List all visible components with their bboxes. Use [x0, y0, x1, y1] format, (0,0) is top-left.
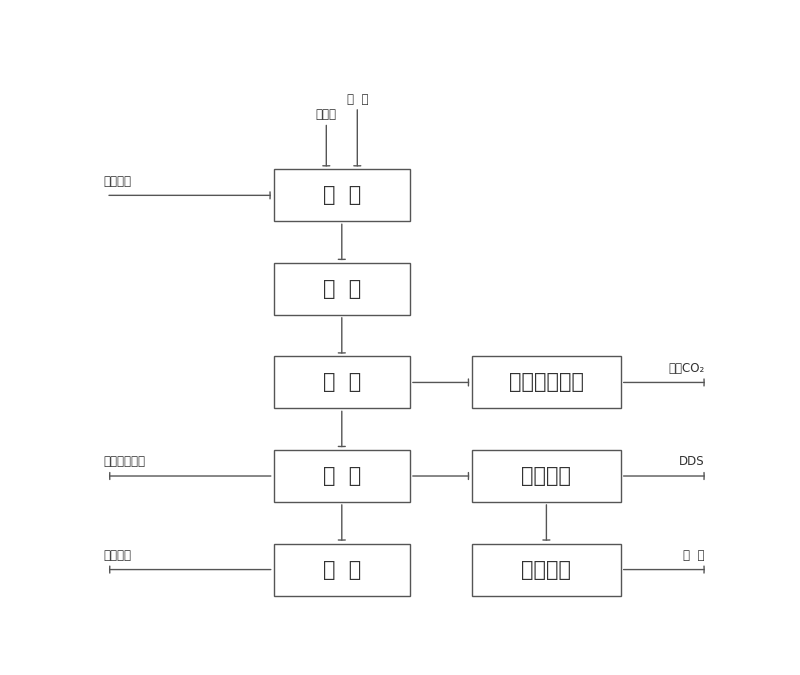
Text: 酒糟回收: 酒糟回收	[522, 466, 571, 486]
Text: 废水处理: 废水处理	[522, 560, 571, 580]
Bar	[274, 356, 410, 408]
Bar	[274, 169, 410, 221]
Bar	[274, 543, 410, 595]
Bar	[472, 450, 621, 502]
Text: 液化酶: 液化酶	[316, 108, 337, 122]
Text: 蒸  馏: 蒸 馏	[322, 466, 361, 486]
Text: 蒸  汽: 蒸 汽	[346, 92, 368, 106]
Bar	[274, 450, 410, 502]
Text: 燃料乙醇: 燃料乙醇	[103, 549, 131, 562]
Text: 脱  水: 脱 水	[322, 560, 361, 580]
Text: 液态CO₂: 液态CO₂	[668, 362, 705, 375]
Bar	[274, 263, 410, 315]
Text: 发酵气体分离: 发酵气体分离	[103, 455, 145, 468]
Text: 液  化: 液 化	[322, 186, 361, 205]
Bar	[472, 356, 621, 408]
Text: 糊  化: 糊 化	[322, 279, 361, 299]
Text: 淀粉原料: 淀粉原料	[103, 175, 131, 188]
Bar	[472, 543, 621, 595]
Text: DDS: DDS	[679, 455, 705, 468]
Text: 沼  气: 沼 气	[683, 549, 705, 562]
Text: 发  酵: 发 酵	[322, 373, 361, 392]
Text: 二氧化碳回收: 二氧化碳回收	[509, 373, 584, 392]
